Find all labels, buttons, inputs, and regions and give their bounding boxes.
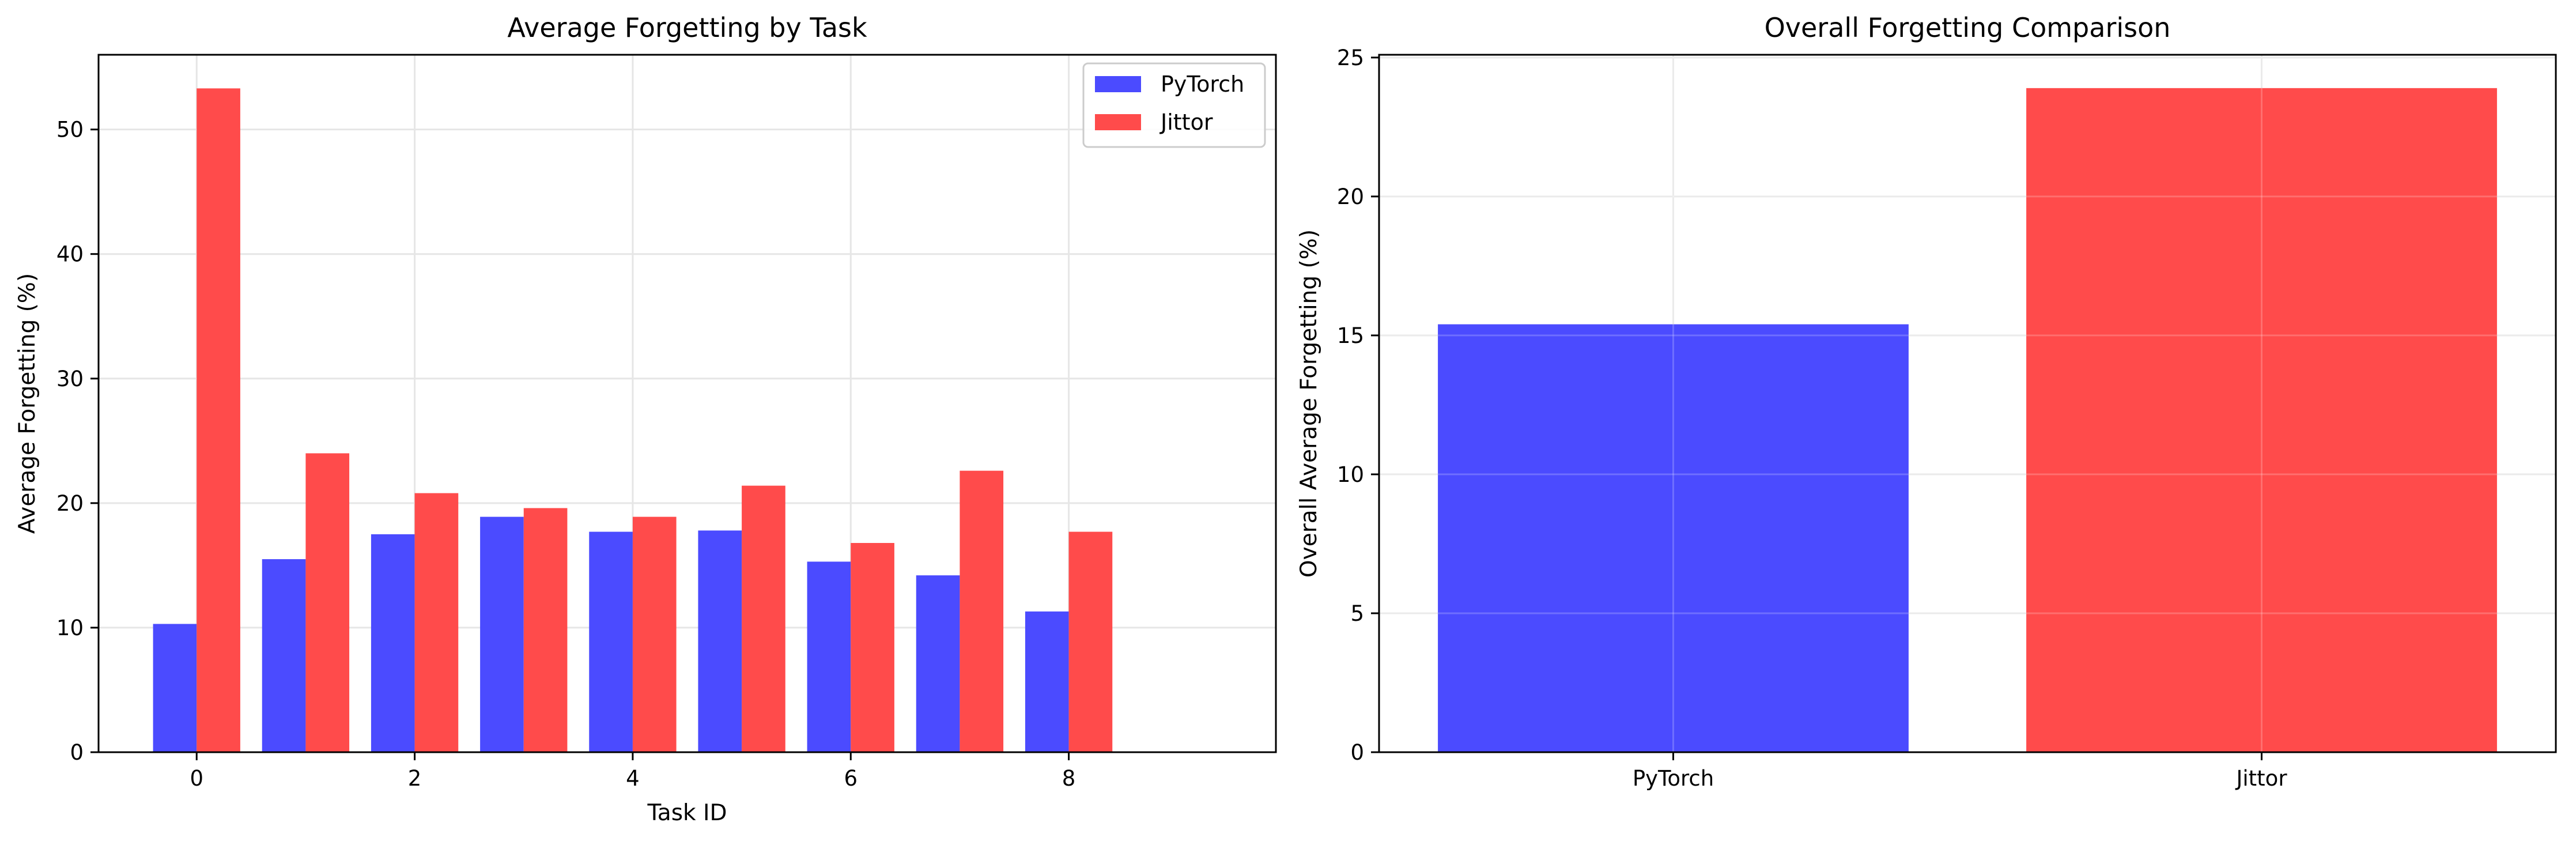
chart-title: Average Forgetting by Task — [507, 12, 867, 43]
y-tick-label: 15 — [1337, 323, 1364, 348]
bar-jittor-task-6 — [851, 543, 894, 752]
bar-jittor-task-0 — [197, 88, 240, 753]
bar-jittor — [2026, 88, 2497, 752]
bar-pytorch-task-8 — [1025, 611, 1069, 752]
bar-pytorch-task-3 — [480, 516, 524, 752]
ticks: 0 2 4 6 8 0 10 20 30 40 50 — [56, 118, 1075, 791]
bar-jittor-task-4 — [632, 516, 677, 752]
x-tick-label: PyTorch — [1633, 766, 1714, 791]
y-tick-label: 10 — [1337, 462, 1364, 487]
y-tick-label: 20 — [56, 491, 84, 516]
plot-frame — [97, 54, 1277, 753]
bar-pytorch-task-6 — [807, 561, 851, 752]
x-tick-label: 6 — [844, 766, 858, 791]
y-tick-label: 0 — [70, 740, 84, 765]
y-tick-label: 20 — [1337, 184, 1364, 209]
y-tick-label: 10 — [56, 616, 84, 640]
y-tick-label: 25 — [1337, 46, 1364, 70]
bar-pytorch-task-4 — [589, 531, 633, 752]
bars — [1438, 88, 2497, 752]
bars — [153, 88, 1113, 753]
legend-label-pytorch: PyTorch — [1161, 71, 1244, 97]
bar-jittor-task-2 — [414, 493, 459, 752]
legend-swatch-pytorch — [1095, 76, 1141, 92]
x-axis-label: Task ID — [647, 800, 727, 826]
bar-jittor-task-8 — [1068, 531, 1113, 752]
legend-swatch-jittor — [1095, 114, 1141, 130]
chart-task-forgetting: Average Forgetting by Task Task ID Avera… — [14, 12, 1277, 826]
legend-label-jittor: Jittor — [1159, 110, 1213, 135]
bar-jittor-task-5 — [742, 485, 785, 752]
chart-overall-forgetting: Overall Forgetting Comparison Overall Av… — [1296, 12, 2557, 791]
bar-jittor-task-3 — [523, 508, 568, 752]
plot-frame — [1378, 54, 2557, 753]
x-tick-label: Jittor — [2235, 766, 2287, 791]
x-tick-label: 2 — [408, 766, 422, 791]
y-axis-label: Average Forgetting (%) — [14, 273, 40, 534]
x-tick-label: 8 — [1062, 766, 1076, 791]
y-tick-label: 5 — [1350, 601, 1364, 626]
chart-title: Overall Forgetting Comparison — [1765, 12, 2171, 43]
bar-jittor-task-1 — [305, 453, 350, 752]
bar-pytorch-task-2 — [371, 534, 415, 752]
y-axis-label: Overall Average Forgetting (%) — [1296, 229, 1322, 578]
bar-pytorch-task-1 — [262, 559, 306, 752]
bar-pytorch-task-5 — [698, 530, 742, 752]
x-tick-label: 4 — [626, 766, 640, 791]
y-tick-label: 40 — [56, 242, 84, 267]
ticks: PyTorch Jittor 0 5 10 15 20 25 — [1337, 46, 2287, 791]
y-tick-label: 50 — [56, 118, 84, 142]
bar-pytorch — [1438, 324, 1909, 752]
legend: PyTorch Jittor — [1082, 62, 1266, 148]
bar-pytorch-task-7 — [916, 575, 960, 752]
bar-pytorch-task-0 — [153, 624, 197, 752]
bar-jittor-task-7 — [960, 470, 1004, 752]
x-tick-label: 0 — [190, 766, 203, 791]
y-tick-label: 0 — [1350, 740, 1364, 765]
y-tick-label: 30 — [56, 367, 84, 391]
